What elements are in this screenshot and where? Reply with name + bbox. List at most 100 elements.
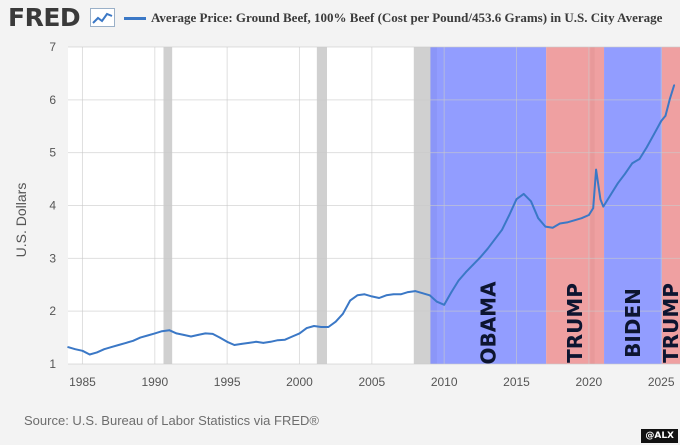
legend-label: Average Price: Ground Beef, 100% Beef (C… [151, 10, 663, 25]
y-tick-label-3: 4 [49, 199, 56, 213]
data-point [602, 205, 605, 208]
data-point [81, 350, 84, 352]
era-labels: OBAMA TRUMP BIDEN TRUMP [476, 281, 680, 365]
data-point [669, 98, 671, 100]
x-tick-label-4: 2005 [358, 375, 385, 389]
era-label-0: OBAMA [476, 281, 500, 365]
data-point [146, 334, 149, 337]
y-tick-label-2: 3 [49, 251, 56, 265]
y-axis-label: U.S. Dollars [13, 183, 29, 258]
data-point [624, 173, 626, 175]
data-point [414, 290, 417, 292]
data-point [580, 217, 583, 219]
data-point [248, 342, 250, 344]
data-point [211, 333, 214, 335]
data-point [537, 217, 539, 219]
x-tick-label-3: 2000 [286, 375, 313, 389]
data-point [110, 346, 113, 348]
data-point [653, 133, 655, 135]
data-point [385, 294, 388, 297]
data-point [233, 344, 236, 346]
data-point [472, 263, 474, 266]
data-point [96, 351, 98, 354]
data-point [269, 341, 272, 343]
data-point [588, 214, 590, 216]
data-point [595, 168, 597, 171]
data-point [371, 295, 373, 298]
source-note: Source: U.S. Bureau of Labor Statistics … [24, 413, 319, 428]
data-point [673, 84, 675, 86]
y-tick-label-1: 2 [49, 304, 56, 318]
data-point [240, 343, 243, 345]
data-point [175, 332, 178, 335]
data-point [103, 348, 105, 351]
data-point [125, 342, 127, 344]
data-point [161, 330, 163, 333]
data-point [219, 336, 221, 339]
data-point [501, 229, 503, 231]
y-axis-ticks: 1 2 3 4 5 6 7 [49, 40, 56, 371]
data-point [645, 146, 648, 149]
data-point [277, 339, 279, 342]
data-point [400, 293, 402, 296]
data-point [132, 340, 134, 342]
data-point [255, 341, 257, 343]
x-tick-label-8: 2025 [648, 375, 675, 389]
data-point [334, 320, 337, 323]
data-point [342, 313, 344, 315]
data-point [428, 294, 431, 297]
data-point [494, 238, 496, 241]
line-chart: OBAMA TRUMP BIDEN TRUMP 1 2 3 4 5 6 7 1985 1990 199… [13, 40, 680, 389]
y-tick-label-5: 6 [49, 93, 56, 107]
data-point [313, 325, 315, 327]
data-point [457, 279, 460, 282]
data-point [262, 342, 265, 344]
data-point [320, 326, 323, 328]
data-point [599, 198, 602, 200]
y-tick-label-6: 7 [49, 40, 56, 54]
x-tick-label-2: 1995 [214, 375, 241, 389]
data-point [508, 214, 511, 216]
data-point [363, 293, 366, 296]
data-point [631, 162, 634, 164]
data-point [190, 335, 192, 338]
legend-swatch [124, 17, 146, 20]
data-point [443, 304, 446, 306]
x-tick-label-6: 2015 [503, 375, 530, 389]
data-point [551, 226, 554, 229]
data-point [559, 222, 561, 225]
y-tick-label-0: 1 [49, 357, 56, 371]
data-point [544, 225, 547, 228]
data-point [486, 248, 489, 250]
data-point [530, 200, 532, 203]
fred-graph-icon [90, 8, 115, 27]
data-point [450, 291, 453, 293]
data-point [421, 292, 424, 294]
data-point [609, 194, 612, 196]
data-point [168, 329, 171, 332]
x-tick-label-5: 2010 [431, 375, 458, 389]
y-tick-label-4: 5 [49, 146, 56, 160]
data-point [74, 348, 76, 351]
era-label-1: TRUMP [563, 283, 587, 363]
data-point [407, 291, 409, 293]
data-point [117, 344, 120, 346]
x-tick-label-1: 1990 [141, 375, 168, 389]
chart-header: FRED Average Price: Ground Beef, 100% Be… [0, 0, 680, 38]
data-point [660, 120, 662, 122]
data-point [592, 207, 594, 209]
x-tick-label-0: 1985 [69, 375, 96, 389]
gridlines [68, 46, 680, 365]
data-point [298, 332, 301, 335]
data-point [638, 158, 641, 160]
x-tick-label-7: 2020 [575, 375, 602, 389]
data-point [356, 294, 359, 297]
data-point [465, 271, 467, 273]
data-point [617, 182, 619, 185]
data-point [67, 346, 69, 348]
data-point [197, 334, 199, 336]
x-axis-ticks: 1985 1990 1995 2000 2005 2010 2015 2020 2025 [69, 375, 675, 389]
data-point [204, 332, 207, 335]
era-label-2: BIDEN [621, 288, 645, 358]
data-point [291, 335, 294, 338]
